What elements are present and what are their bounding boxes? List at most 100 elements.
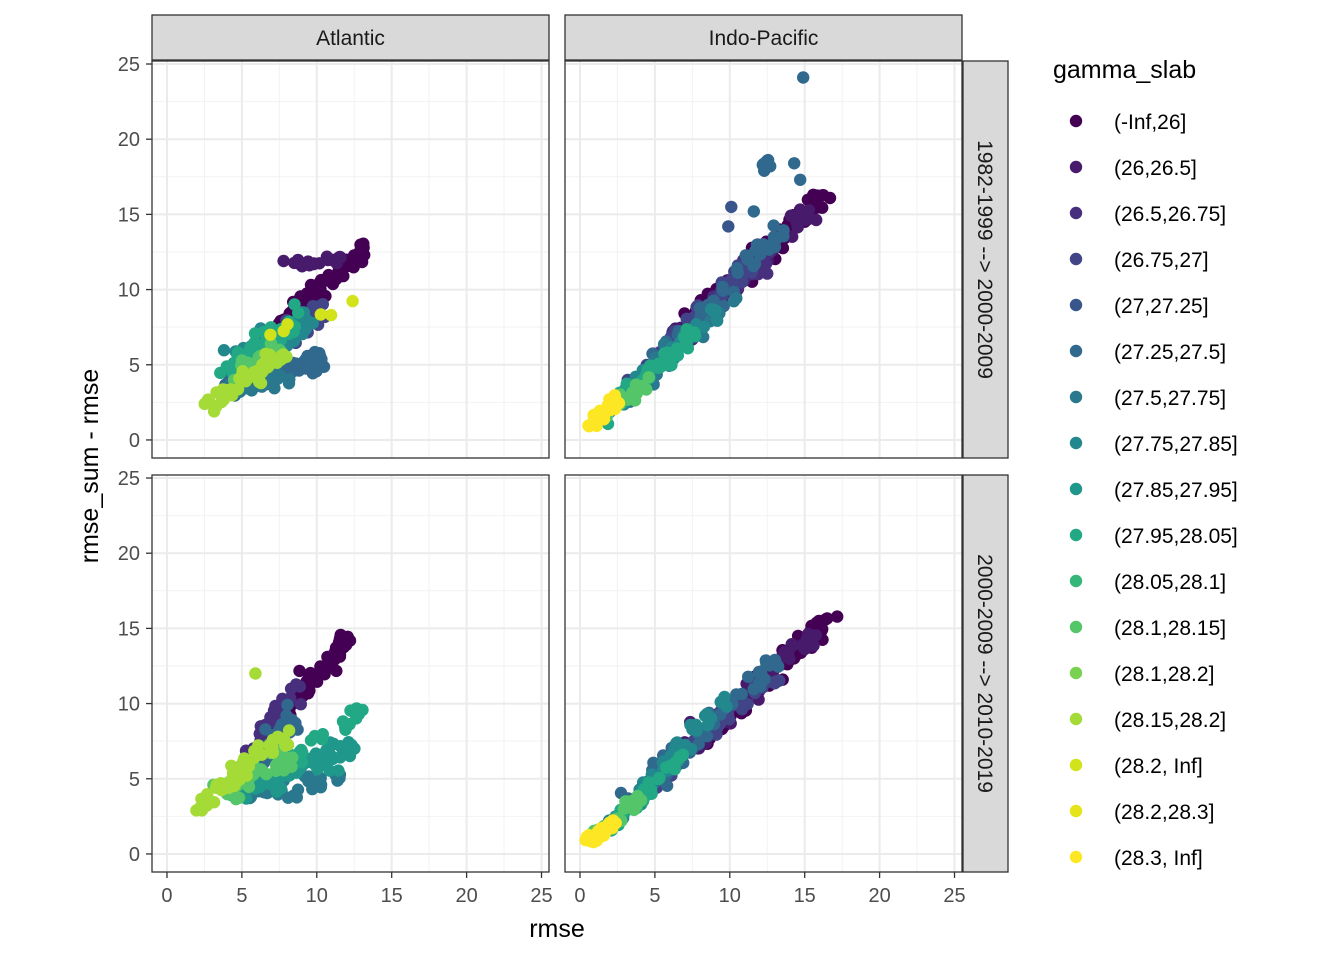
legend-key: [1069, 344, 1083, 358]
y-tick-label: 15: [118, 618, 140, 640]
data-point: [310, 365, 323, 378]
data-point: [315, 733, 329, 746]
data-point: [760, 656, 773, 670]
y-tick-label: 0: [129, 430, 140, 452]
data-point: [327, 737, 340, 751]
data-point: [270, 356, 284, 369]
x-axis-title: rmse: [529, 915, 585, 943]
data-point: [730, 262, 744, 275]
data-point: [767, 219, 780, 232]
data-point: [764, 160, 777, 173]
data-point: [821, 612, 834, 625]
data-point: [305, 777, 318, 790]
data-point: [661, 346, 674, 359]
panel-background: [152, 475, 549, 872]
data-point: [659, 358, 673, 371]
data-point: [636, 379, 649, 393]
scatter-points: [190, 628, 369, 817]
data-point: [582, 419, 595, 432]
y-tick-label: 20: [118, 543, 140, 565]
column-strip-indo-pacific: Indo-Pacific: [564, 14, 963, 61]
x-tick-label: 25: [530, 885, 552, 907]
x-tick-label: 20: [868, 885, 890, 907]
data-point: [817, 189, 830, 202]
data-point: [786, 230, 799, 243]
data-point: [673, 750, 686, 763]
y-tick-label: 10: [118, 280, 140, 302]
data-point: [249, 667, 262, 680]
data-point: [293, 664, 306, 678]
legend-label: (-Inf,26]: [1114, 111, 1186, 134]
x-tick-label: 0: [574, 885, 585, 907]
data-point: [805, 639, 818, 652]
legend-key: [1069, 206, 1083, 220]
panel-grid: [151, 60, 963, 873]
data-point: [788, 157, 801, 170]
panel-border: [564, 474, 963, 873]
data-point: [671, 349, 685, 362]
data-point: [287, 789, 300, 802]
data-point: [260, 767, 273, 781]
legend-item: (28.3, Inf]: [1069, 847, 1203, 870]
data-point: [688, 329, 702, 342]
legend-label: (28.2,28.3]: [1114, 801, 1214, 824]
legend-label: (28.3, Inf]: [1114, 847, 1203, 870]
data-point: [694, 307, 708, 320]
data-point: [233, 773, 247, 786]
legend-key: [1069, 666, 1083, 680]
x-tick-label: 15: [381, 885, 403, 907]
y-tick-label: 5: [129, 355, 140, 377]
legend-item: (26,26.5]: [1069, 157, 1197, 180]
row-strip-1982-2009: 1982-1999 --> 2000-2009: [962, 60, 1009, 459]
legend-key: [1069, 252, 1083, 266]
legend-label: (27,27.25]: [1114, 295, 1209, 318]
data-point: [249, 365, 262, 378]
data-point: [725, 200, 738, 214]
legend-item: (28.15,28.2]: [1069, 709, 1226, 732]
data-point: [302, 687, 315, 700]
data-point: [346, 294, 359, 308]
data-point: [321, 650, 334, 664]
legend-key: [1069, 298, 1083, 312]
legend-item: (27.5,27.75]: [1069, 387, 1226, 410]
panel-border: [151, 474, 550, 873]
data-point: [802, 204, 816, 217]
data-point: [596, 410, 609, 424]
data-point: [339, 723, 352, 736]
x-tick-label: 10: [719, 885, 741, 907]
data-point: [619, 795, 632, 808]
legend-items: (-Inf,26] (26,26.5] (26.5,26.75] (26.75,27]…: [1069, 111, 1238, 870]
data-point: [289, 678, 303, 691]
y-tick-label: 0: [129, 844, 140, 866]
legend-item: (27.75,27.85]: [1069, 433, 1238, 456]
legend-key: [1069, 574, 1083, 588]
legend-key: [1069, 436, 1083, 450]
panel-atlantic-row-1: [151, 474, 550, 873]
data-point: [254, 376, 268, 390]
legend-label: (27.75,27.85]: [1114, 433, 1238, 456]
data-point: [722, 220, 735, 233]
data-point: [741, 253, 754, 266]
legend-item: (26.75,27]: [1069, 249, 1209, 272]
data-point: [319, 753, 332, 766]
data-point: [204, 795, 217, 808]
legend-label: (27.5,27.75]: [1114, 387, 1226, 410]
data-point: [816, 201, 829, 214]
data-point: [714, 695, 727, 709]
data-point: [232, 791, 246, 804]
data-point: [324, 308, 338, 322]
data-point: [786, 639, 800, 652]
data-point: [588, 835, 601, 848]
legend-label: (26,26.5]: [1114, 157, 1197, 180]
data-point: [334, 267, 348, 281]
legend-item: (28.2,28.3]: [1069, 801, 1214, 824]
data-point: [310, 675, 324, 688]
scatter-points: [579, 610, 844, 849]
data-point: [248, 327, 262, 340]
data-point: [314, 308, 327, 321]
x-tick-label: 5: [649, 885, 660, 907]
data-point: [225, 759, 238, 772]
data-point: [603, 816, 616, 829]
legend-key: [1069, 160, 1083, 174]
legend-label: (28.1,28.2]: [1114, 663, 1214, 686]
